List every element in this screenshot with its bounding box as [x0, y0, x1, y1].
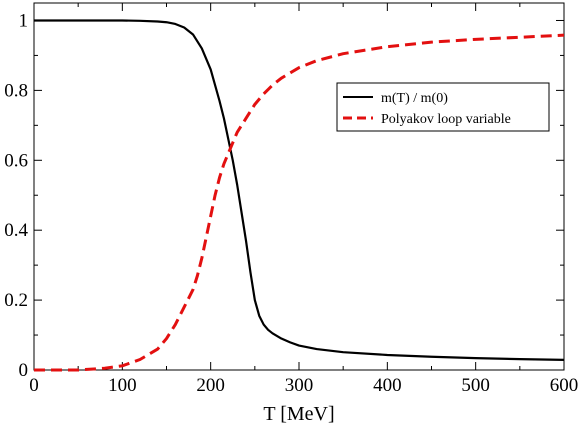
y-tick-label: 1	[19, 10, 29, 31]
axis-ticks: 0 100 200 300 400 500 600 0 0.2 0.4 0.6 0.8 1	[4, 3, 578, 396]
y-tick-label: 0	[19, 360, 29, 381]
series-layer	[34, 19, 565, 372]
series-line-polyakov-loop	[34, 33, 565, 372]
x-tick-label: 300	[285, 375, 314, 396]
y-tick-label: 0.2	[4, 290, 28, 311]
series-line-mass-ratio	[34, 19, 565, 361]
x-tick-label: 100	[108, 375, 137, 396]
x-tick-label: 200	[196, 375, 225, 396]
y-tick-label: 0.4	[4, 220, 28, 241]
x-tick-label: 600	[550, 375, 579, 396]
x-tick-label: 0	[29, 375, 39, 396]
x-tick-label: 500	[461, 375, 490, 396]
legend-label-polyakov: Polyakov loop variable	[381, 112, 511, 127]
plot-frame	[33, 2, 565, 371]
legend: m(T) / m(0) Polyakov loop variable	[336, 82, 550, 132]
legend-box	[336, 82, 550, 132]
y-tick-label: 0.8	[4, 80, 28, 101]
x-tick-label: 400	[373, 375, 402, 396]
y-tick-label: 0.6	[4, 150, 28, 171]
x-axis-label: T [MeV]	[263, 403, 334, 425]
legend-label-mass: m(T) / m(0)	[381, 91, 448, 106]
